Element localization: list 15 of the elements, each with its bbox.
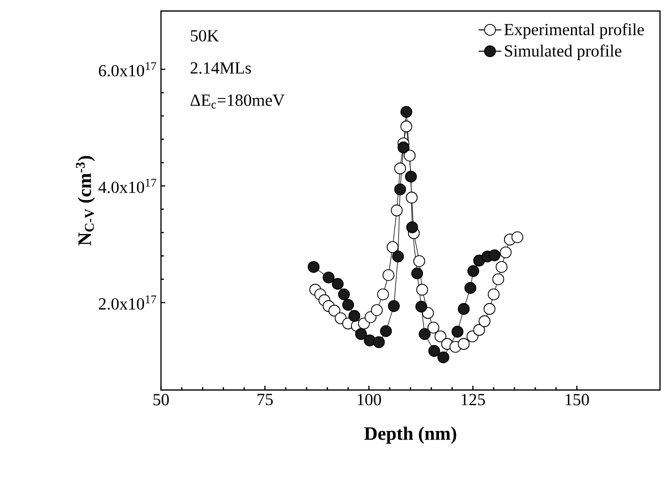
x-tick-label: 50: [154, 394, 169, 406]
annotation: ΔE$_{c}$=180meV: [190, 94, 285, 108]
legend-label: Experimental profile: [504, 23, 644, 39]
x-axis-title: Depth (nm): [364, 426, 456, 444]
annotation: 50K: [190, 30, 219, 42]
x-tick-label: 75: [258, 394, 273, 406]
y-tick-label: 6.0x10$^{17}$: [98, 62, 156, 76]
x-tick-label: 100: [358, 394, 381, 406]
x-tick-label: 125: [462, 394, 485, 406]
y-tick-label: 2.0x10$^{17}$: [98, 295, 156, 310]
annotation: 2.14MLs: [190, 62, 251, 74]
y-axis-title: N$_{C-V}$ (cm$^{-3}$): [76, 156, 95, 246]
x-tick-label: 150: [566, 394, 589, 406]
y-tick-label: 4.0x10$^{17}$: [98, 178, 156, 194]
legend-label: Simulated profile: [504, 44, 622, 60]
